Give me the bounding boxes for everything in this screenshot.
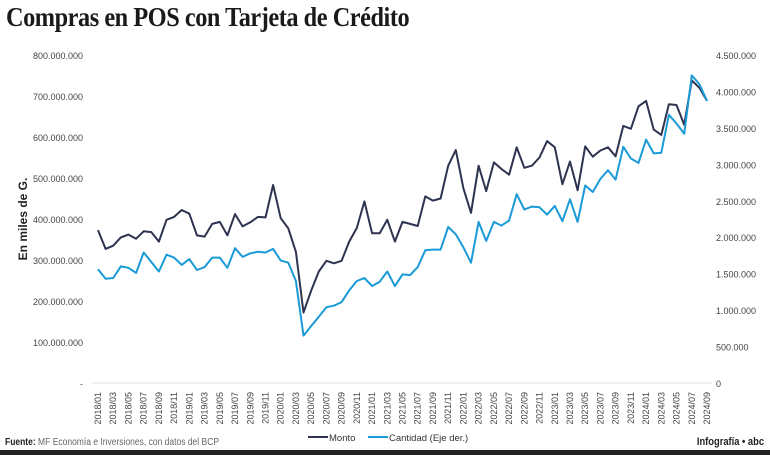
x-tick-label: 2024/01 (641, 392, 651, 425)
footer-bar (0, 450, 770, 455)
y-left-tick-label: 700.000.000 (33, 92, 83, 102)
x-tick-label: 2020/09 (337, 392, 347, 425)
x-tick-label: 2021/03 (382, 392, 392, 425)
y-right-tick-label: 4.500.000 (716, 51, 756, 61)
y-right-tick-label: 4.000.000 (716, 87, 756, 97)
chart-title: Compras en POS con Tarjeta de Crédito (6, 2, 410, 32)
y-left-tick-label: - (80, 379, 83, 389)
x-tick-label: 2020/03 (291, 392, 301, 425)
x-tick-label: 2020/05 (306, 392, 316, 425)
x-tick-label: 2019/11 (260, 392, 270, 424)
y-right-tick-label: 1.000.000 (716, 306, 756, 316)
x-tick-label: 2024/09 (702, 392, 712, 425)
x-tick-label: 2024/07 (687, 392, 697, 425)
x-tick-label: 2019/05 (215, 392, 225, 425)
x-tick-label: 2019/09 (245, 392, 255, 425)
y-right-tick-label: 2.500.000 (716, 197, 756, 207)
x-tick-label: 2020/07 (321, 392, 331, 425)
series-line-monto (97, 79, 708, 314)
x-tick-label: 2022/01 (458, 392, 468, 425)
x-tick-label: 2024/03 (656, 392, 666, 425)
x-tick-label: 2019/07 (230, 392, 240, 425)
x-tick-label: 2019/03 (200, 392, 210, 425)
x-tick-label: 2021/01 (367, 392, 377, 425)
source-text: MF Economía e Inversiones, con datos del… (35, 437, 220, 448)
x-tick-label: 2023/07 (595, 392, 605, 425)
x-tick-label: 2018/05 (123, 392, 133, 425)
x-tick-label: 2021/05 (398, 392, 408, 425)
x-tick-label: 2018/07 (139, 392, 149, 425)
x-tick-label: 2023/11 (626, 392, 636, 424)
x-tick-label: 2022/11 (535, 392, 545, 424)
x-tick-label: 2018/11 (169, 392, 179, 424)
legend-label: Monto (329, 433, 355, 444)
y-right-tick-label: 2.000.000 (716, 233, 756, 243)
x-tick-label: 2020/01 (276, 392, 286, 425)
x-tick-label: 2021/09 (428, 392, 438, 425)
y-axis-label: En miles de G. (16, 178, 30, 261)
y-right-tick-label: 0 (716, 379, 721, 389)
series-line-cantidad (97, 74, 708, 337)
y-left-tick-label: 300.000.000 (33, 256, 83, 266)
x-tick-label: 2018/09 (154, 392, 164, 425)
y-left-tick-label: 400.000.000 (33, 215, 83, 225)
y-left-tick-label: 500.000.000 (33, 174, 83, 184)
y-left-tick-label: 200.000.000 (33, 297, 83, 307)
x-tick-label: 2022/05 (489, 392, 499, 425)
credit-logo: Infografía • abc (696, 436, 764, 448)
y-right-tick-label: 500.000 (716, 343, 749, 353)
legend-label: Cantidad (Eje der.) (389, 433, 468, 444)
x-tick-label: 2021/07 (413, 392, 423, 425)
source-label: Fuente: (5, 437, 36, 448)
x-tick-label: 2022/03 (474, 392, 484, 425)
source-note: Fuente: MF Economía e Inversiones, con d… (5, 437, 219, 448)
x-tick-label: 2023/01 (550, 392, 560, 425)
x-tick-label: 2022/09 (519, 392, 529, 425)
x-tick-label: 2019/01 (184, 392, 194, 425)
x-tick-label: 2023/05 (580, 392, 590, 425)
x-tick-label: 2023/09 (611, 392, 621, 425)
y-right-tick-label: 3.000.000 (716, 160, 756, 170)
y-left-tick-label: 100.000.000 (33, 338, 83, 348)
x-tick-label: 2020/11 (352, 392, 362, 424)
y-right-tick-label: 3.500.000 (716, 124, 756, 134)
x-tick-label: 2024/05 (672, 392, 682, 425)
y-left-tick-label: 600.000.000 (33, 133, 83, 143)
x-tick-label: 2021/11 (443, 392, 453, 424)
x-tick-label: 2023/03 (565, 392, 575, 425)
y-right-tick-label: 1.500.000 (716, 270, 756, 280)
x-tick-label: 2022/07 (504, 392, 514, 425)
x-tick-label: 2018/01 (93, 392, 103, 425)
x-tick-label: 2018/03 (108, 392, 118, 425)
y-left-tick-label: 800.000.000 (33, 51, 83, 61)
